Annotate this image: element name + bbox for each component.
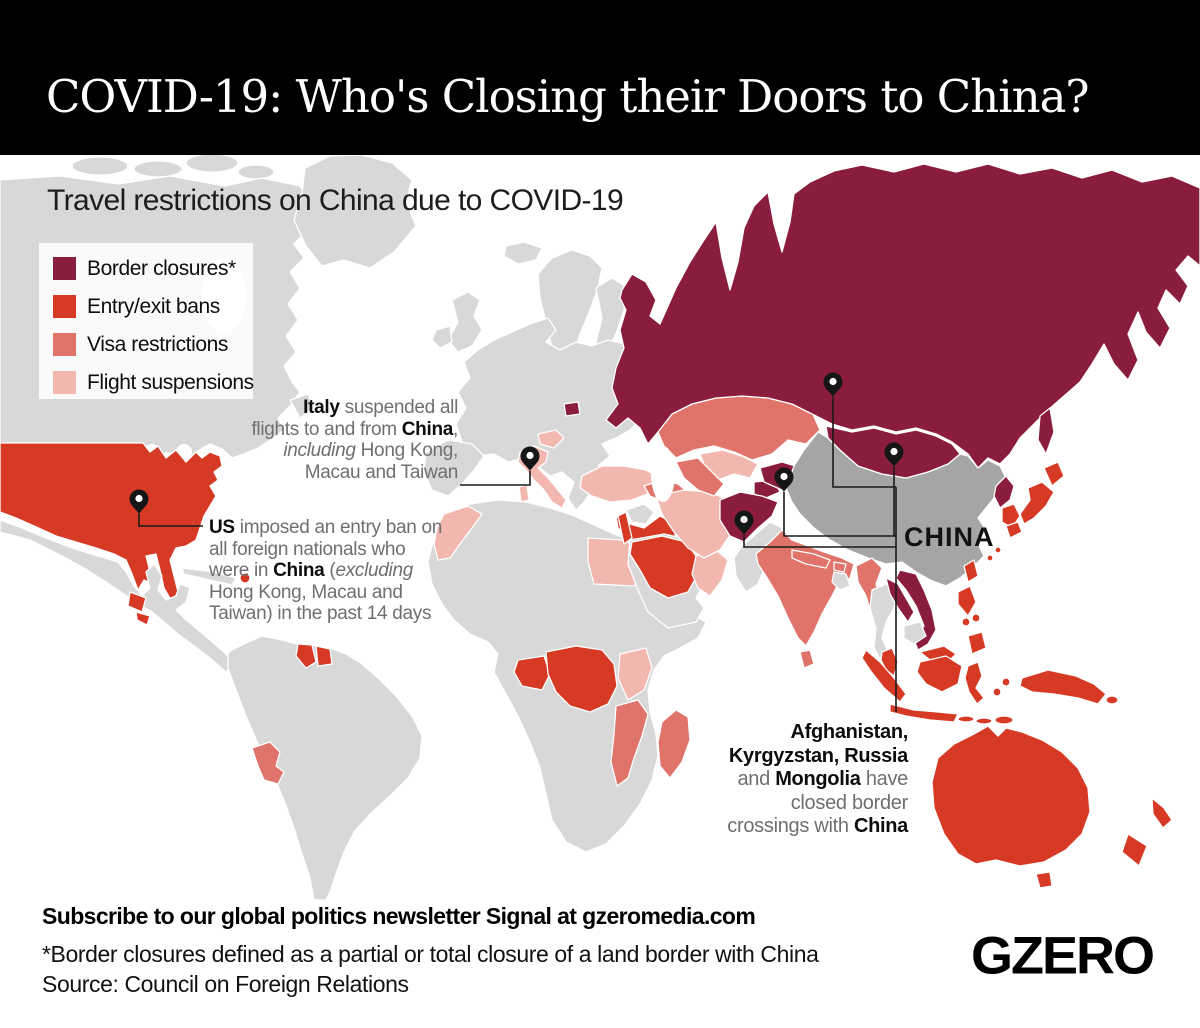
- country-vietnam: [895, 569, 937, 651]
- legend-item-border-closures: Border closures*: [53, 252, 253, 285]
- country-japan: [1005, 521, 1023, 539]
- country-india: [755, 529, 855, 647]
- connector-italy: [460, 471, 531, 486]
- legend-label: Entry/exit bans: [87, 294, 220, 318]
- country-bangladesh: [831, 571, 851, 591]
- country-russia: [605, 163, 1200, 469]
- legend-swatch-border-closures: [53, 257, 76, 280]
- subscribe-text: Subscribe to our global politics newslet…: [42, 903, 756, 929]
- country-indonesia: [861, 649, 907, 703]
- country-syria: [625, 503, 655, 525]
- title-bar: COVID-19: Who's Closing their Doors to C…: [0, 0, 1200, 155]
- country-mozambique: [610, 699, 649, 787]
- country-saudi-arabia: [629, 535, 699, 599]
- country-guatemala: [127, 591, 147, 613]
- country-greenland: [293, 155, 417, 269]
- country-kenya: [617, 647, 653, 701]
- source-text: Source: Council on Foreign Relations: [42, 971, 409, 997]
- country-arctic-islands: [185, 155, 239, 173]
- country-italy: [518, 484, 530, 503]
- country-philippines: [957, 585, 977, 617]
- country-ireland: [431, 325, 453, 349]
- country-taiwan: [963, 559, 979, 583]
- connector-russia: [832, 397, 896, 488]
- country-malaysia: [880, 647, 899, 677]
- legend-label: Visa restrictions: [87, 332, 229, 356]
- country-madagascar: [657, 709, 691, 779]
- country-new-zealand: [1151, 797, 1173, 829]
- country-japan: [994, 546, 1002, 554]
- country-australia: [1035, 871, 1053, 889]
- map-subtitle: Travel restrictions on China due to COVI…: [47, 184, 624, 217]
- country-kaliningrad: [563, 401, 581, 417]
- legend-item-entry-exit-bans: Entry/exit bans: [53, 290, 253, 323]
- country-indonesia: [889, 703, 959, 723]
- country-dr-congo: [545, 645, 618, 713]
- legend-swatch-flight-suspensions: [53, 371, 76, 394]
- country-nepal: [791, 549, 831, 569]
- country-czechia: [537, 429, 565, 449]
- connector-us: [138, 514, 203, 527]
- country-north-korea: [993, 475, 1015, 509]
- legend-swatch-entry-exit-bans: [53, 295, 76, 318]
- country-indonesia: [916, 655, 963, 693]
- country-sri-lanka: [799, 649, 815, 669]
- world-map: CHINA: [0, 155, 1200, 1028]
- country-japan: [986, 554, 994, 562]
- country-sakhalin: [1037, 407, 1055, 455]
- gzero-logo: GZERO: [971, 926, 1155, 986]
- footnote-text: *Border closures defined as a partial or…: [42, 941, 819, 967]
- annotation-us: US imposed an entry ban on all foreign na…: [209, 517, 443, 624]
- country-papua-new-guinea: [1105, 695, 1119, 705]
- legend-item-flight-suspensions: Flight suspensions: [53, 366, 254, 399]
- country-indonesia: [994, 715, 1014, 725]
- connector-kyrgyzstan: [783, 492, 896, 537]
- country-arctic-islands: [71, 156, 129, 176]
- country-arctic-islands: [133, 160, 183, 178]
- annotation-asia-border-closures: Afghanistan, Kyrgyzstan, Russia and Mongol…: [727, 721, 908, 837]
- country-new-zealand: [1121, 833, 1148, 867]
- country-suriname: [315, 645, 333, 667]
- country-dominican-republic: [239, 572, 251, 584]
- country-philippines: [961, 617, 971, 627]
- country-uk: [447, 291, 483, 353]
- country-laos: [885, 577, 915, 623]
- china-label: CHINA: [904, 522, 995, 552]
- country-papua-new-guinea: [1019, 669, 1107, 705]
- country-newfoundland: [289, 393, 315, 419]
- country-el-salvador: [135, 611, 151, 626]
- country-united-states: [0, 442, 223, 603]
- legend-item-visa-restrictions: Visa restrictions: [53, 328, 253, 361]
- legend-label: Flight suspensions: [87, 370, 254, 394]
- country-japan: [1019, 481, 1055, 525]
- country-turkmenistan: [675, 457, 725, 497]
- country-bhutan: [833, 561, 847, 573]
- annotation-italy: Italy suspended all flights to and from C…: [251, 397, 458, 483]
- country-philippines: [967, 631, 987, 655]
- country-morocco: [433, 505, 483, 561]
- legend-panel: Border closures* Entry/exit bans Visa re…: [39, 243, 254, 399]
- legend-label: Border closures*: [87, 256, 236, 280]
- country-indonesia: [957, 715, 975, 723]
- connector-afghanistan: [743, 535, 896, 548]
- country-japan: [1043, 461, 1065, 487]
- country-philippines: [971, 613, 981, 623]
- country-indonesia: [964, 661, 985, 705]
- country-paraguay: [251, 741, 285, 785]
- country-indonesia: [992, 687, 1002, 697]
- country-australia: [931, 725, 1091, 867]
- country-indonesia: [1001, 677, 1011, 687]
- country-cuba: [181, 567, 237, 586]
- page-title: COVID-19: Who's Closing their Doors to C…: [46, 70, 1090, 123]
- country-cambodia: [903, 621, 927, 645]
- country-arctic-islands: [237, 164, 275, 180]
- country-guyana: [295, 643, 317, 669]
- legend-swatch-visa-restrictions: [53, 333, 76, 356]
- country-iraq-levant: [617, 511, 633, 545]
- country-indonesia: [975, 717, 993, 725]
- country-iceland: [503, 241, 543, 265]
- country-gabon: [513, 655, 551, 691]
- country-iberia: [423, 439, 485, 497]
